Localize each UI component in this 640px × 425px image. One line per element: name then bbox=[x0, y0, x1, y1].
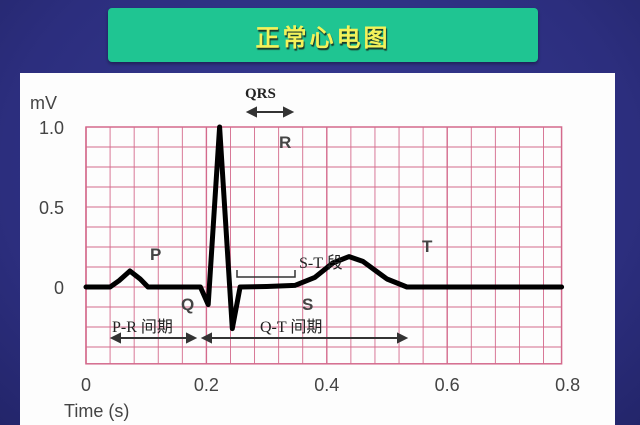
x-tick-label: 0.2 bbox=[194, 375, 219, 395]
qt-interval-label: Q-T 间期 bbox=[260, 318, 322, 336]
ecg-waveform bbox=[83, 124, 565, 332]
x-tick-label: 0.4 bbox=[314, 375, 339, 395]
qrs-label: QRS bbox=[245, 86, 276, 102]
chart-panel bbox=[20, 73, 615, 425]
y-tick-label: 0 bbox=[54, 278, 64, 298]
pr-interval-arrow bbox=[109, 332, 198, 344]
r-wave-label: R bbox=[279, 133, 291, 152]
st-segment-label: S-T 段 bbox=[299, 254, 343, 272]
st-segment-bracket bbox=[236, 270, 296, 278]
y-tick-label: 0.5 bbox=[39, 198, 64, 218]
slide-title: 正常心电图 bbox=[255, 23, 391, 52]
x-tick-label: 0.6 bbox=[435, 375, 460, 395]
pr-interval-label: P-R 间期 bbox=[112, 318, 173, 336]
t-wave-label: T bbox=[422, 237, 433, 256]
y-axis-label: mV bbox=[30, 93, 57, 113]
x-tick-label: 0 bbox=[81, 375, 91, 395]
tick-labels: 0 0.2 0.4 0.6 0.8 0 0.5 1.0 bbox=[39, 118, 580, 395]
q-wave-label: Q bbox=[181, 295, 194, 314]
p-wave-label: P bbox=[150, 245, 161, 264]
x-tick-label: 0.8 bbox=[555, 375, 580, 395]
x-axis-label: Time (s) bbox=[64, 401, 129, 421]
qrs-arrow bbox=[245, 106, 295, 118]
title-banner: 正常心电图 bbox=[108, 8, 538, 62]
s-wave-label: S bbox=[302, 295, 313, 314]
y-tick-label: 1.0 bbox=[39, 118, 64, 138]
qt-interval-arrow bbox=[200, 332, 409, 344]
grid-border bbox=[85, 126, 563, 365]
